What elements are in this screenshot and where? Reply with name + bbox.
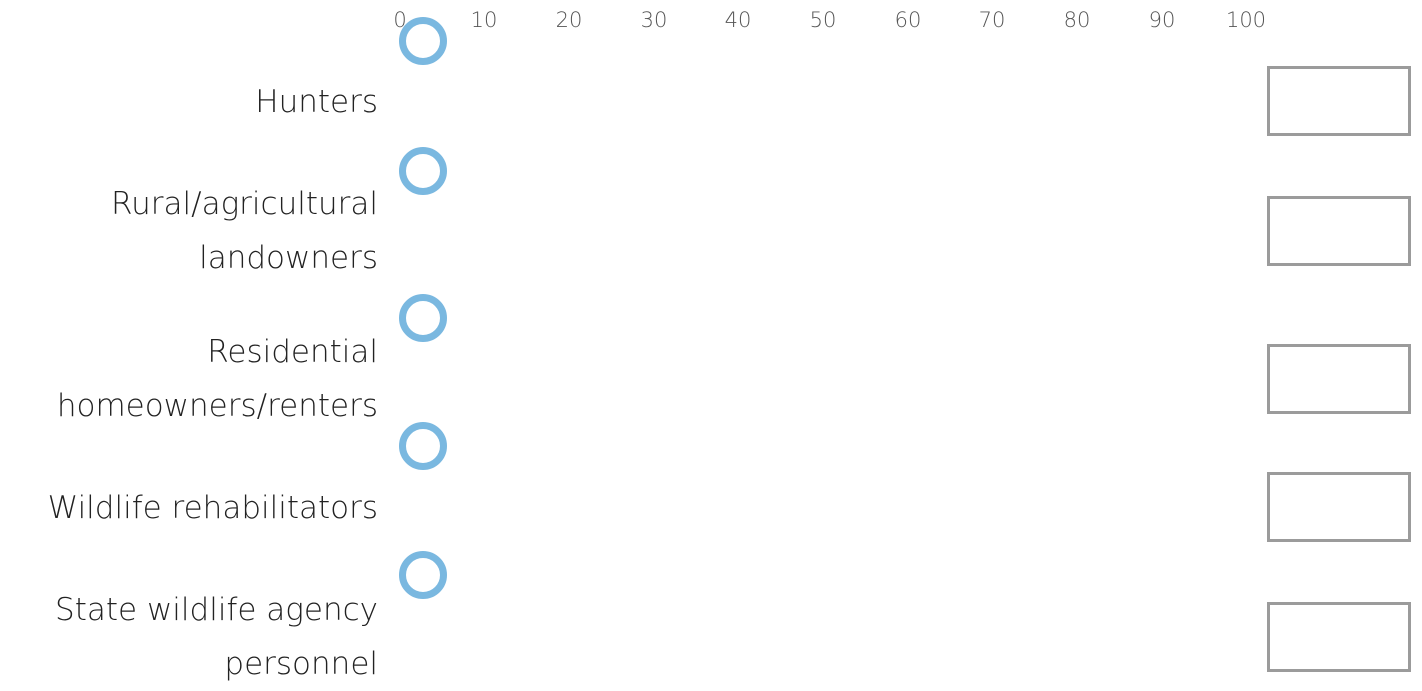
- slider-handle[interactable]: [399, 551, 447, 599]
- value-input[interactable]: [1267, 472, 1411, 542]
- scale-tick: 50: [809, 8, 837, 32]
- slider-handle[interactable]: [399, 294, 447, 342]
- slider-track[interactable]: [423, 575, 1246, 577]
- slider-handle[interactable]: [399, 147, 447, 195]
- slider-track[interactable]: [423, 446, 1246, 448]
- scale-tick: 90: [1148, 8, 1176, 32]
- slider-track[interactable]: [423, 318, 1246, 320]
- scale-tick: 70: [978, 8, 1006, 32]
- slider-label: State wildlife agency personnel: [55, 592, 378, 682]
- scale-tick: 40: [724, 8, 752, 32]
- slider-label: Residential homeowners/renters: [56, 334, 378, 424]
- value-input[interactable]: [1267, 344, 1411, 414]
- scale-tick: 60: [894, 8, 922, 32]
- slider-track[interactable]: [423, 171, 1246, 173]
- slider-label: Hunters: [255, 84, 378, 120]
- value-input[interactable]: [1267, 196, 1411, 266]
- scale-tick: 10: [470, 8, 498, 32]
- scale-tick: 30: [640, 8, 668, 32]
- slider-handle[interactable]: [399, 422, 447, 470]
- scale-tick: 20: [555, 8, 583, 32]
- scale-tick: 100: [1225, 8, 1267, 32]
- value-input[interactable]: [1267, 66, 1411, 136]
- slider-label: Rural/agricultural landowners: [110, 186, 378, 276]
- slider-scale: 0 10 20 30 40 50 60 70 80 90 100: [0, 8, 1422, 40]
- value-input[interactable]: [1267, 602, 1411, 672]
- slider-label: Wildlife rehabilitators: [47, 490, 378, 526]
- scale-tick: 80: [1063, 8, 1091, 32]
- slider-handle[interactable]: [399, 17, 447, 65]
- slider-track[interactable]: [423, 41, 1246, 43]
